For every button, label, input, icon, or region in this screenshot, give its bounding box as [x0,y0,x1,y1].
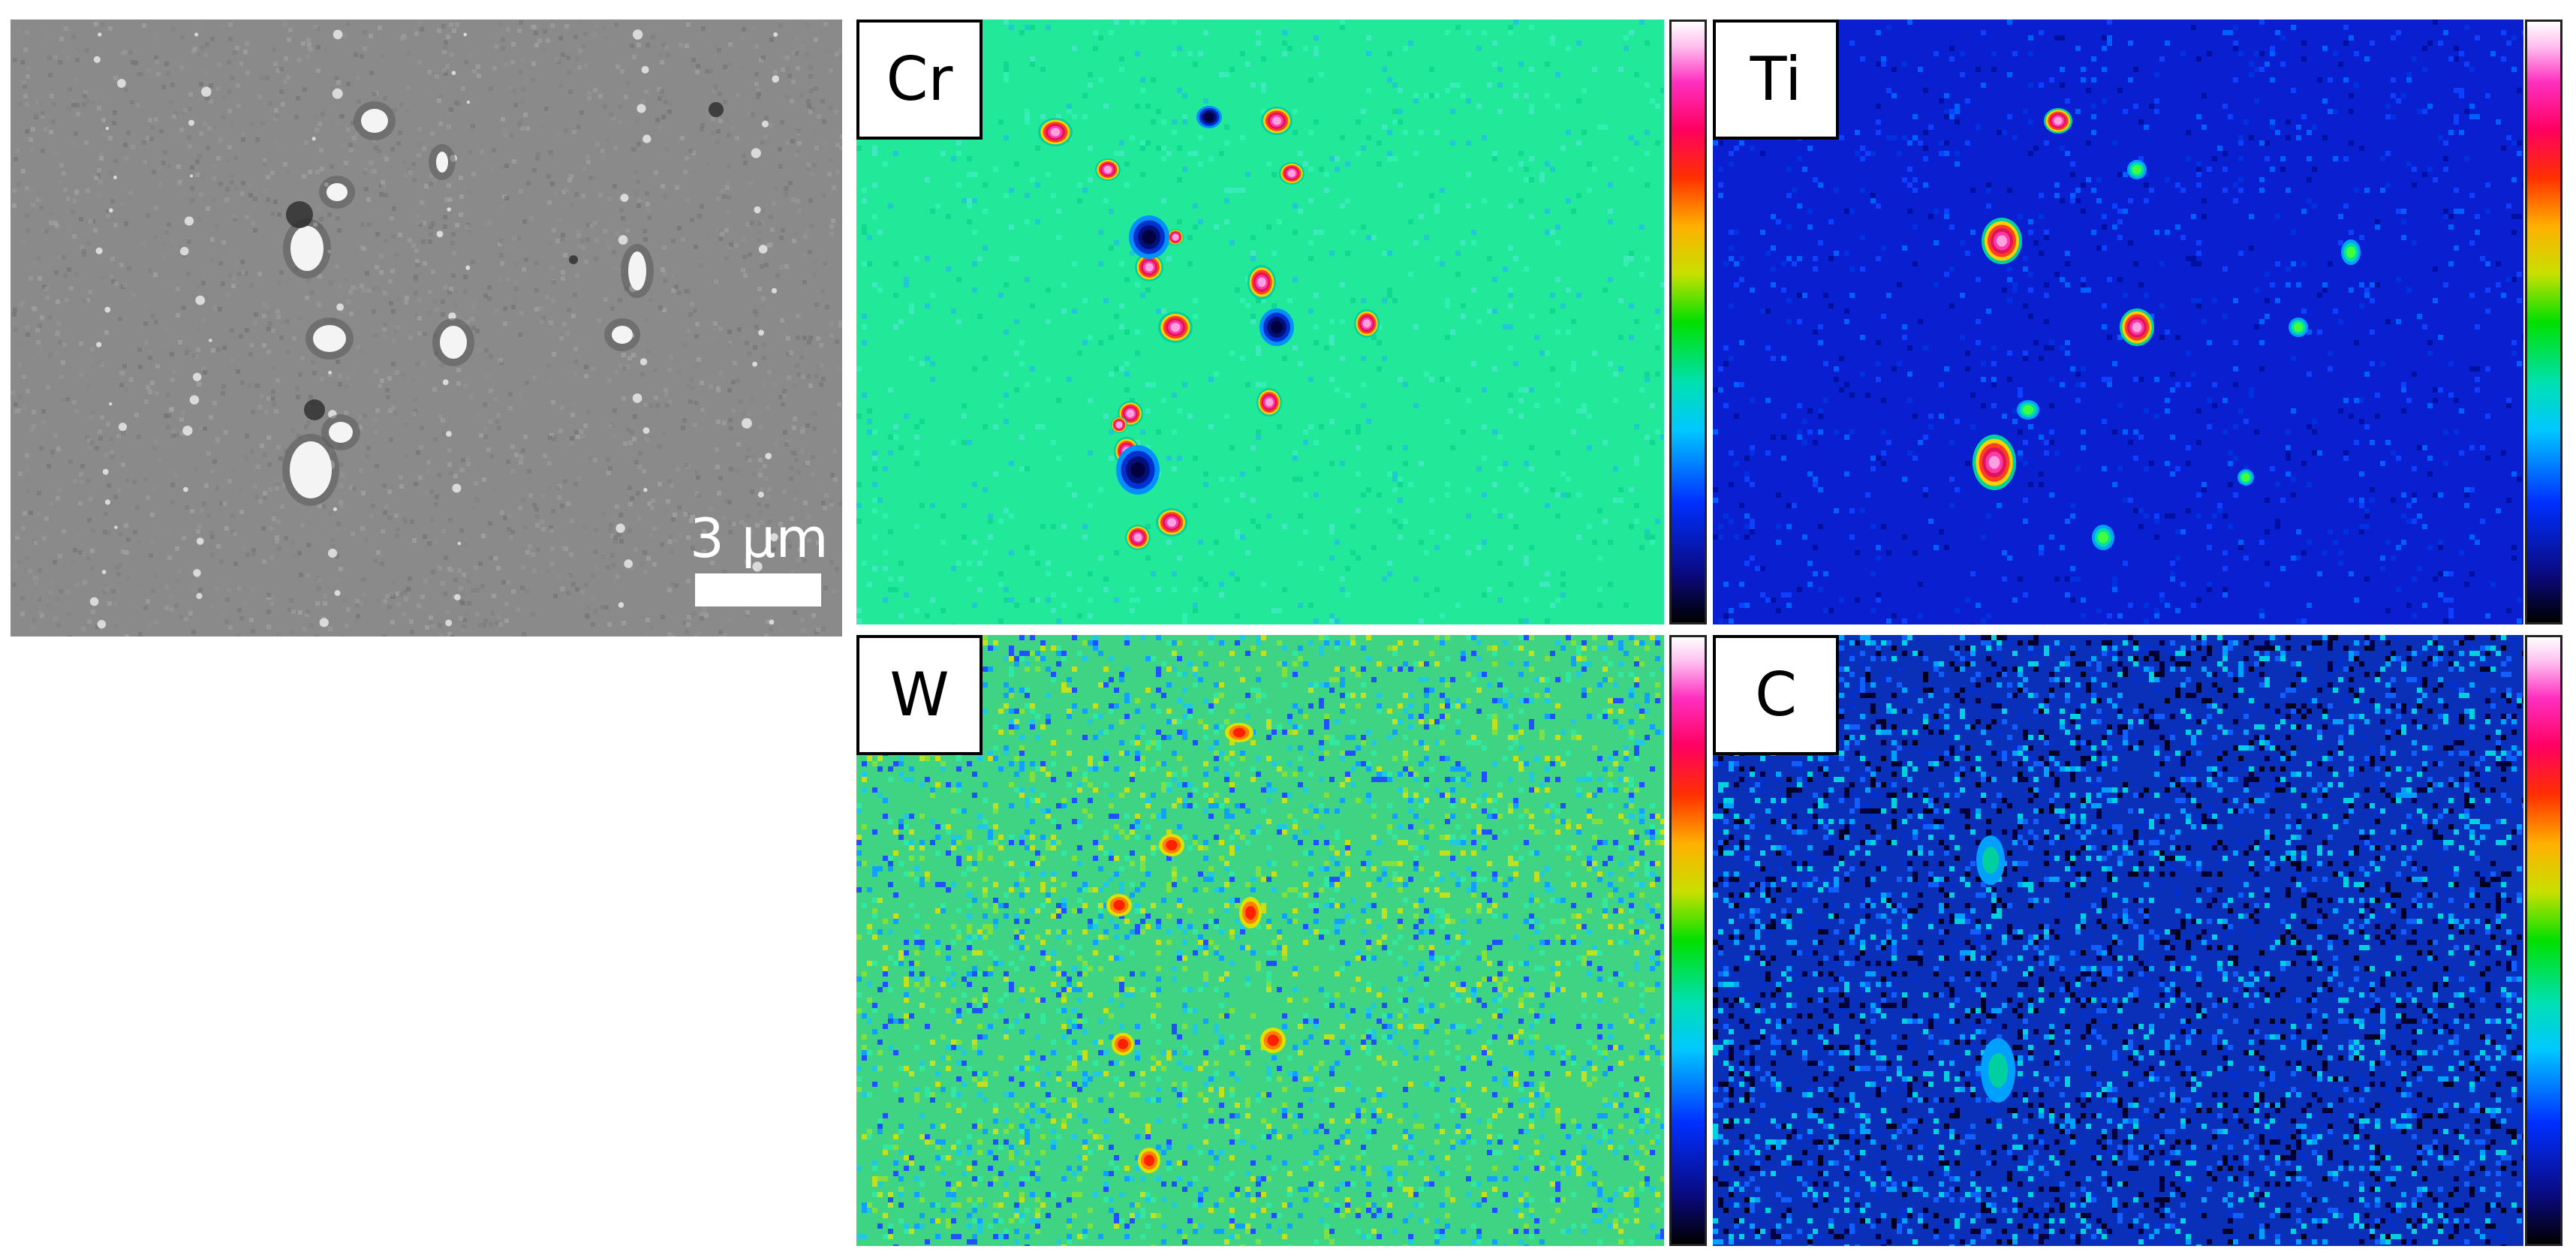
ti-map-image [1713,20,2523,624]
map-w: W [856,635,1664,1246]
element-label-ti: Ti [1713,20,1839,140]
colorbar-c [2525,635,2562,1246]
sem-image: 3 µm [11,20,842,637]
map-ti: Ti [1713,20,2523,624]
w-map-image [856,635,1664,1246]
c-map-image [1713,635,2523,1246]
element-label-c: C [1713,635,1839,755]
cr-map-image [856,20,1664,624]
sem-micrograph [11,20,842,637]
map-cr: Cr [856,20,1664,624]
element-label-cr: Cr [856,20,983,140]
scale-bar-label: 3 µm [690,507,829,570]
element-label-w: W [856,635,983,755]
colorbar-cr [1669,20,1707,624]
map-c: C [1713,635,2523,1246]
colorbar-ti [2525,20,2562,624]
colorbar-w [1669,635,1707,1246]
scale-bar [695,573,821,606]
